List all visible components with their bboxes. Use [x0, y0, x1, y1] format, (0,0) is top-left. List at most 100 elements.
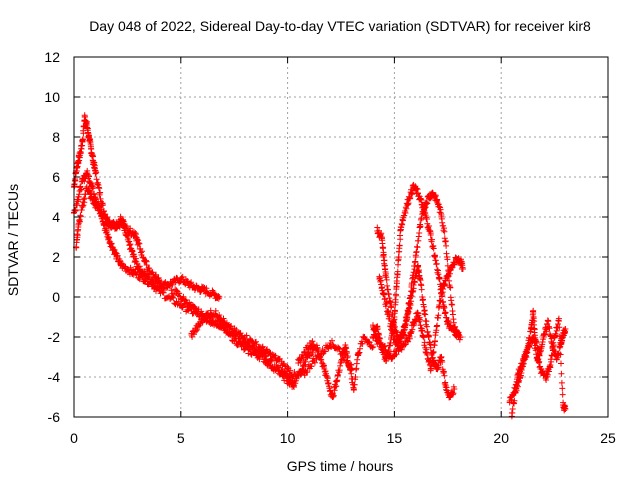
data-point [440, 282, 447, 288]
data-point [293, 374, 300, 380]
data-point [194, 324, 201, 330]
x-tick-label: 15 [387, 430, 403, 446]
data-point [562, 406, 569, 412]
data-point [419, 328, 426, 334]
plot-frame [73, 56, 609, 418]
data-point [167, 296, 174, 302]
y-tick-label: -4 [48, 369, 61, 385]
data-point [291, 384, 297, 390]
data-point [130, 270, 137, 276]
y-axis-label: SDTVAR / TECUs [5, 184, 21, 296]
data-point [152, 274, 159, 280]
data-point [406, 194, 413, 200]
data-point [553, 356, 560, 362]
data-point [457, 258, 464, 264]
data-point [444, 320, 451, 326]
data-point [98, 212, 105, 218]
data-point [432, 338, 438, 344]
data-point [105, 220, 112, 226]
data-point [534, 356, 541, 362]
data-point [449, 264, 456, 270]
data-point [301, 350, 308, 356]
y-tick-label: 6 [52, 169, 60, 185]
data-point [412, 254, 419, 260]
y-tick-label: -2 [48, 329, 61, 345]
data-point [79, 204, 86, 210]
data-point [446, 284, 453, 290]
data-point [88, 194, 95, 200]
data-point [314, 346, 321, 352]
data-point [130, 254, 137, 260]
data-point [342, 342, 349, 348]
data-point [410, 320, 417, 326]
data-point [346, 364, 353, 370]
data-point [399, 342, 406, 348]
data-point [414, 310, 421, 316]
data-point [224, 324, 231, 330]
data-point [190, 306, 197, 312]
data-point [284, 378, 291, 384]
data-point [376, 276, 383, 282]
x-tick-label: 5 [177, 430, 185, 446]
data-point [75, 224, 82, 230]
data-point [301, 370, 308, 376]
y-tick-label: 4 [52, 209, 60, 225]
data-point [197, 286, 203, 292]
data-point [250, 350, 257, 356]
data-point [83, 122, 90, 128]
data-point [233, 338, 240, 344]
data-point [387, 354, 394, 360]
x-axis-label: GPS time / hours [287, 458, 394, 474]
y-tick-label: 0 [52, 289, 60, 305]
data-point [169, 280, 176, 286]
y-axis-ticks: -6 -4 -2 0 2 4 6 8 10 12 [44, 49, 608, 425]
data-point [374, 228, 381, 234]
data-point [442, 238, 449, 244]
data-point [417, 224, 423, 230]
x-tick-label: 20 [493, 430, 509, 446]
series-track-h [370, 254, 466, 374]
data-point [562, 326, 569, 332]
data-point [425, 194, 432, 200]
data-points [71, 112, 569, 420]
data-point [414, 264, 421, 270]
data-point [75, 194, 82, 200]
data-point [370, 324, 376, 330]
data-point [438, 212, 445, 218]
data-point [451, 324, 458, 330]
data-point [521, 354, 528, 360]
data-point [216, 312, 223, 318]
data-point [543, 374, 550, 380]
data-point [143, 262, 150, 268]
data-point [88, 180, 95, 186]
data-point [105, 234, 112, 240]
data-point [370, 344, 376, 350]
data-point [393, 348, 400, 354]
data-point [310, 358, 317, 364]
data-point [402, 322, 409, 328]
data-point [355, 350, 362, 356]
data-point [432, 254, 438, 260]
data-point [380, 254, 387, 260]
x-axis-ticks: 0 5 10 15 20 25 [70, 57, 616, 446]
data-point [92, 168, 99, 174]
data-point [427, 232, 434, 238]
data-point [434, 366, 441, 372]
data-point [438, 354, 445, 360]
data-point [414, 190, 421, 196]
data-point [325, 380, 332, 386]
data-point [417, 276, 423, 282]
data-point [333, 378, 340, 384]
data-point [75, 158, 82, 164]
data-point [160, 282, 167, 288]
data-point [276, 368, 283, 374]
data-point [79, 138, 86, 144]
data-point [184, 280, 191, 286]
data-point [203, 288, 210, 294]
data-point [380, 344, 387, 350]
data-point [446, 394, 453, 400]
data-point [137, 246, 144, 252]
data-point [135, 264, 142, 270]
data-point [295, 360, 302, 366]
data-point [402, 208, 409, 214]
